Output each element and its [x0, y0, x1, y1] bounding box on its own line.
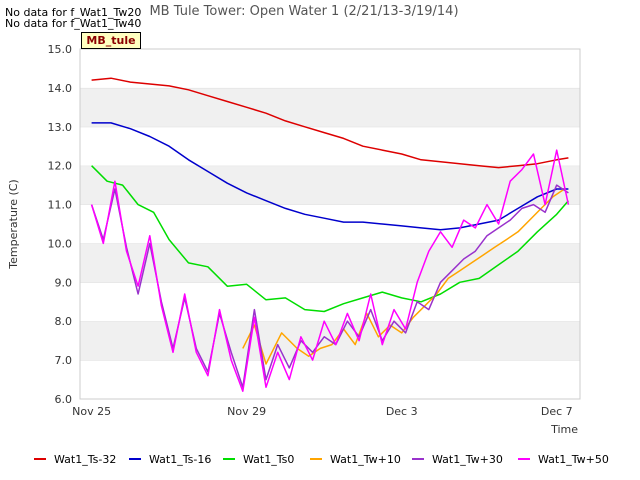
x-tick-label: Dec 7: [541, 405, 573, 418]
legend-item: Wat1_Tw+50: [518, 453, 609, 469]
legend-item: Wat1_Tw+30: [412, 453, 503, 469]
site-tag: MB_tule: [81, 32, 141, 49]
y-tick-label: 14.0: [48, 82, 73, 95]
grid-band: [80, 204, 580, 244]
legend-label: Wat1_Tw+10: [330, 453, 401, 466]
y-tick-label: 13.0: [48, 121, 73, 134]
legend-swatch: [223, 458, 235, 460]
y-axis-label: Temperature (C): [7, 179, 20, 269]
x-tick-label: Dec 3: [386, 405, 418, 418]
no-data-message-2: No data for f_Wat1_Tw40: [5, 17, 142, 30]
y-tick-label: 15.0: [48, 43, 73, 56]
series-line-wat1-ts0: [91, 165, 569, 313]
no-data-message-1: No data for f_Wat1_Tw20: [5, 6, 142, 19]
grid-band: [80, 282, 580, 322]
grid-band: [80, 165, 580, 205]
grid-band: [80, 126, 580, 166]
legend-swatch: [518, 458, 530, 460]
legend-item: Wat1_Tw+10: [310, 453, 401, 469]
series-line-wat1-tw-50: [90, 149, 570, 392]
x-tick-labels: Nov 25 Nov 29 Dec 3 Dec 7: [72, 405, 572, 418]
series-line-wat1-ts-16: [91, 122, 569, 231]
y-tick-labels: 6.0 7.0 8.0 9.0 10.0 11.0 12.0 13.0 14.0 15.0: [48, 43, 73, 406]
legend-label: Wat1_Ts-32: [54, 453, 117, 466]
grid-band: [80, 49, 580, 88]
legend-label: Wat1_Tw+50: [538, 453, 609, 466]
legend-item: Wat1_Ts-16: [129, 453, 211, 469]
grid-band: [80, 360, 580, 399]
legend-label: Wat1_Ts-16: [149, 453, 212, 466]
grid-band: [80, 87, 580, 127]
y-tick-label: 11.0: [48, 199, 73, 212]
legend-swatch: [34, 458, 46, 460]
y-tick-label: 9.0: [55, 276, 73, 289]
plot-frame: [79, 48, 581, 400]
series-line-wat1-ts-32: [91, 77, 569, 169]
series-line-wat1-tw-10: [242, 188, 565, 365]
legend-label: Wat1_Ts0: [243, 453, 295, 466]
legend-swatch: [412, 458, 424, 460]
x-tick-label: Nov 29: [227, 405, 266, 418]
legend-swatch: [310, 458, 322, 460]
legend-label: Wat1_Tw+30: [432, 453, 503, 466]
legend-item: Wat1_Ts0: [223, 453, 294, 469]
y-tick-label: 12.0: [48, 160, 73, 173]
grid-bands: [80, 48, 580, 399]
y-tick-label: 6.0: [55, 393, 73, 406]
x-axis-label: Time: [550, 423, 578, 436]
chart-title: MB Tule Tower: Open Water 1 (2/21/13-3/1…: [149, 4, 458, 19]
x-tick-label: Nov 25: [72, 405, 111, 418]
series-layer: [90, 77, 570, 392]
y-tick-label: 10.0: [48, 237, 73, 250]
legend-item: Wat1_Ts-32: [34, 453, 116, 469]
legend: Wat1_Ts-32 Wat1_Ts-16 Wat1_Ts0 Wat1_Tw+1…: [0, 453, 640, 469]
y-tick-label: 7.0: [55, 354, 73, 367]
legend-swatch: [129, 458, 141, 460]
y-tick-label: 8.0: [55, 315, 73, 328]
grid-band: [80, 243, 580, 283]
series-line-wat1-tw-30: [90, 184, 569, 389]
